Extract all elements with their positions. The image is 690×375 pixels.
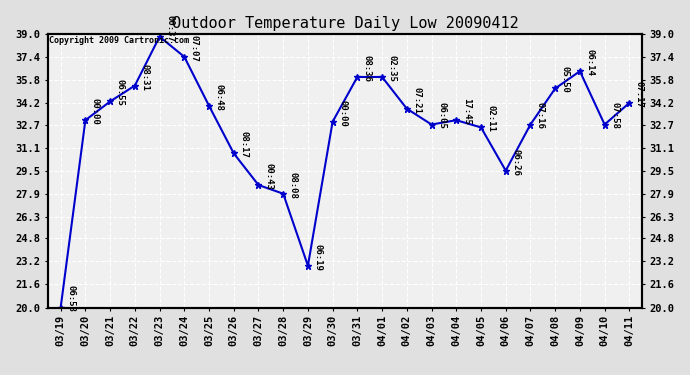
Text: 06:14: 06:14 [585,49,595,76]
Text: 06:26: 06:26 [511,148,520,176]
Text: 00:00: 00:00 [91,98,100,125]
Text: 08:08: 08:08 [288,172,298,198]
Title: Outdoor Temperature Daily Low 20090412: Outdoor Temperature Daily Low 20090412 [172,16,518,31]
Text: 07:16: 07:16 [536,102,545,129]
Text: 00:00: 00:00 [338,99,347,126]
Text: 06:05: 06:05 [437,102,446,129]
Text: 00:37: 00:37 [165,15,174,41]
Text: 07:58: 07:58 [610,102,619,129]
Text: 08:31: 08:31 [140,63,150,90]
Text: 05:50: 05:50 [561,66,570,93]
Text: Copyright 2009 Cartronic.com: Copyright 2009 Cartronic.com [49,36,189,45]
Text: 00:43: 00:43 [264,163,273,190]
Text: 17:45: 17:45 [462,98,471,125]
Text: 02:35: 02:35 [388,55,397,82]
Text: 06:55: 06:55 [116,80,125,106]
Text: 07:07: 07:07 [190,35,199,62]
Text: 06:48: 06:48 [215,84,224,111]
Text: 08:17: 08:17 [239,131,248,158]
Text: 07:17: 07:17 [635,81,644,108]
Text: 06:58: 06:58 [66,285,75,312]
Text: 02:11: 02:11 [486,105,495,132]
Text: 07:21: 07:21 [413,87,422,114]
Text: 08:36: 08:36 [363,55,372,82]
Text: 06:19: 06:19 [313,244,322,270]
